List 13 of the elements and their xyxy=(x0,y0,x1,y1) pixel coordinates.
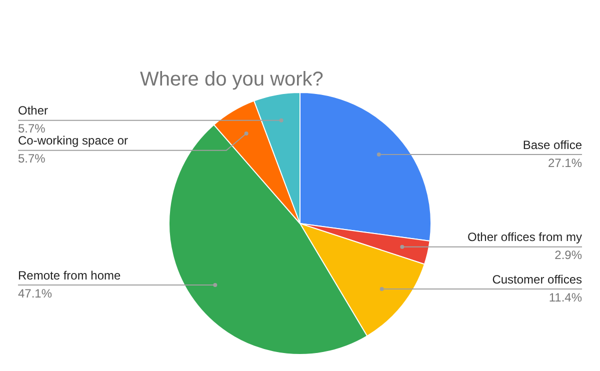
data-label: 47.1% xyxy=(18,286,52,300)
slice-label: Base office xyxy=(522,138,582,152)
slice-label: Remote from home xyxy=(18,268,122,282)
data-label: 27.1% xyxy=(548,156,582,170)
slice-label: Co-working space or xyxy=(18,134,128,148)
data-label: 5.7% xyxy=(18,152,46,166)
slice-label: Other xyxy=(18,104,48,118)
slice-label: Customer offices xyxy=(492,272,582,286)
slice-label: Other offices from my xyxy=(468,230,582,244)
chart-title: Where do you work? xyxy=(140,68,324,91)
data-label: 11.4% xyxy=(548,290,582,304)
data-label: 5.7% xyxy=(18,122,46,136)
data-label: 2.9% xyxy=(554,248,582,262)
